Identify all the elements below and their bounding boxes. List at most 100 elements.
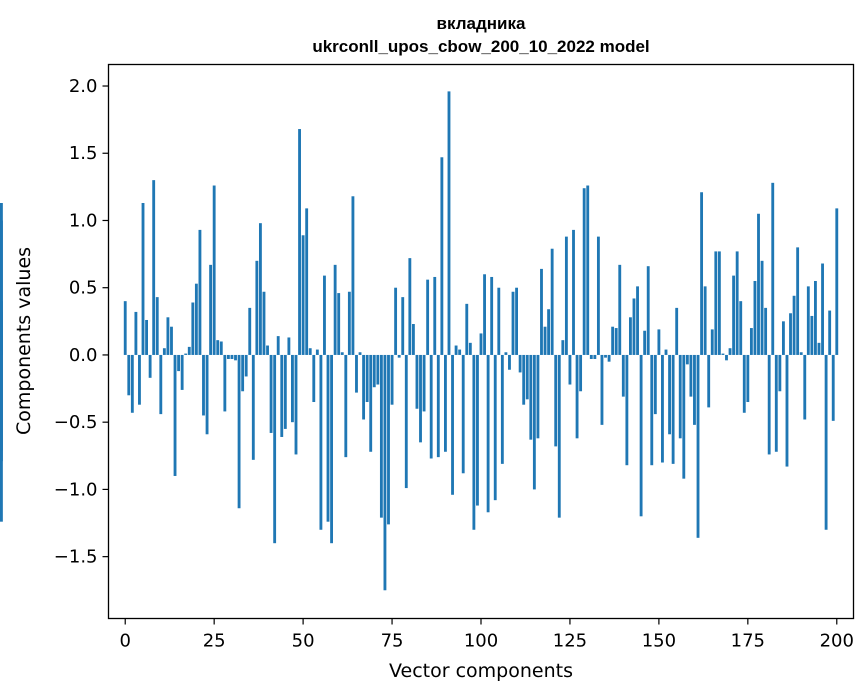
bar-121 [554, 354, 558, 447]
bar-163 [703, 286, 707, 355]
bar-69 [369, 354, 373, 452]
bar-110 [515, 287, 518, 355]
bar-13 [170, 326, 173, 355]
bar-75 [390, 354, 394, 405]
bar-34 [244, 354, 248, 377]
bar-151 [661, 354, 664, 463]
bar-24 [209, 264, 213, 355]
bar-60 [337, 293, 341, 355]
bar-92 [451, 354, 454, 495]
bar-10 [159, 354, 163, 415]
bar-88 [436, 354, 440, 458]
bar-68 [365, 354, 369, 403]
bar-169 [725, 354, 728, 361]
bar-116 [536, 354, 540, 439]
y-tick-label-5: 1.0 [69, 210, 98, 231]
bar-32 [237, 354, 241, 509]
bar-149 [653, 354, 657, 415]
x-tick-label-75: 75 [381, 631, 404, 652]
bar-162 [700, 192, 704, 355]
bar-63 [347, 291, 351, 355]
bar-97 [468, 342, 472, 355]
x-tick-label-125: 125 [553, 631, 587, 652]
bar-130 [586, 185, 590, 355]
bar-39 [262, 291, 266, 355]
bar-41 [269, 354, 273, 433]
bar-147 [646, 266, 650, 355]
bar-175 [746, 354, 750, 403]
bar-185 [781, 321, 785, 355]
bar-58 [330, 354, 333, 544]
bar-153 [668, 354, 671, 435]
bar-29 [226, 354, 230, 359]
bar-62 [344, 354, 348, 458]
bar-42 [273, 354, 277, 544]
y-tick-label-2: −0.5 [54, 412, 98, 433]
bar-72 [379, 354, 383, 518]
bar-2 [130, 354, 134, 413]
bar-183 [774, 354, 778, 452]
bar-55 [319, 354, 323, 530]
bar-187 [789, 313, 792, 355]
y-axis-ticks: −1.5 −1.0 −0.5 0.0 0.5 1.0 1.5 2.0 [54, 76, 109, 568]
x-tick-label-50: 50 [292, 631, 315, 652]
bar-155 [675, 307, 679, 355]
bar-33 [241, 354, 245, 392]
bar-113 [525, 354, 529, 400]
bar-66 [358, 352, 362, 355]
x-tick-label-25: 25 [203, 631, 226, 652]
bar-128 [579, 354, 583, 392]
bar-172 [735, 251, 739, 355]
bar-48 [294, 354, 298, 455]
bar-100 [479, 333, 483, 355]
y-tick-label-3: 0.0 [69, 345, 98, 366]
y-tick-label-1: −1.0 [54, 479, 98, 500]
bar-38 [258, 223, 262, 355]
bar-196 [821, 263, 824, 355]
bar-50 [301, 235, 305, 355]
bar-145 [639, 354, 643, 517]
bar-132 [593, 354, 597, 359]
bar-21 [198, 229, 202, 355]
bar-undefined [0, 350, 3, 355]
bar-198 [828, 310, 832, 355]
bar-51 [305, 208, 309, 355]
bar-6 [145, 319, 148, 355]
bar-194 [814, 280, 817, 355]
bar-53 [312, 354, 316, 403]
bar-5 [141, 203, 145, 355]
plot-frame [107, 63, 855, 620]
bar-173 [739, 301, 743, 355]
bar-125 [568, 354, 572, 385]
bar-78 [401, 297, 405, 355]
bar-83 [419, 354, 422, 443]
bar-91 [447, 91, 451, 355]
bar-120 [550, 248, 554, 355]
bar-93 [454, 345, 458, 355]
bar-177 [753, 280, 757, 355]
bar-87 [433, 276, 437, 355]
y-tick-label-0: −1.5 [54, 547, 98, 568]
bar-134 [600, 354, 604, 425]
y-tick-label-4: 0.5 [69, 278, 98, 299]
bar-98 [472, 354, 476, 530]
x-tick-label-150: 150 [642, 631, 676, 652]
bar-190 [799, 352, 803, 355]
bar-14 [173, 354, 177, 476]
bar-174 [742, 354, 746, 413]
y-tick-label-7: 2.0 [69, 76, 98, 97]
x-tick-label-100: 100 [464, 631, 498, 652]
bar-19 [191, 302, 195, 355]
bar-89 [440, 157, 444, 355]
bar-178 [757, 213, 760, 355]
bar-49 [298, 129, 301, 355]
bar-193 [810, 315, 814, 355]
bar-164 [707, 354, 711, 408]
bar-46 [287, 337, 291, 355]
bar-200 [835, 208, 839, 355]
bar-52 [308, 348, 312, 355]
chart-subtitle: ukrconll_upos_cbow_200_10_2022 model [312, 37, 649, 56]
bar-102 [486, 354, 490, 513]
bar-44 [280, 354, 284, 437]
bar-90 [444, 354, 447, 452]
